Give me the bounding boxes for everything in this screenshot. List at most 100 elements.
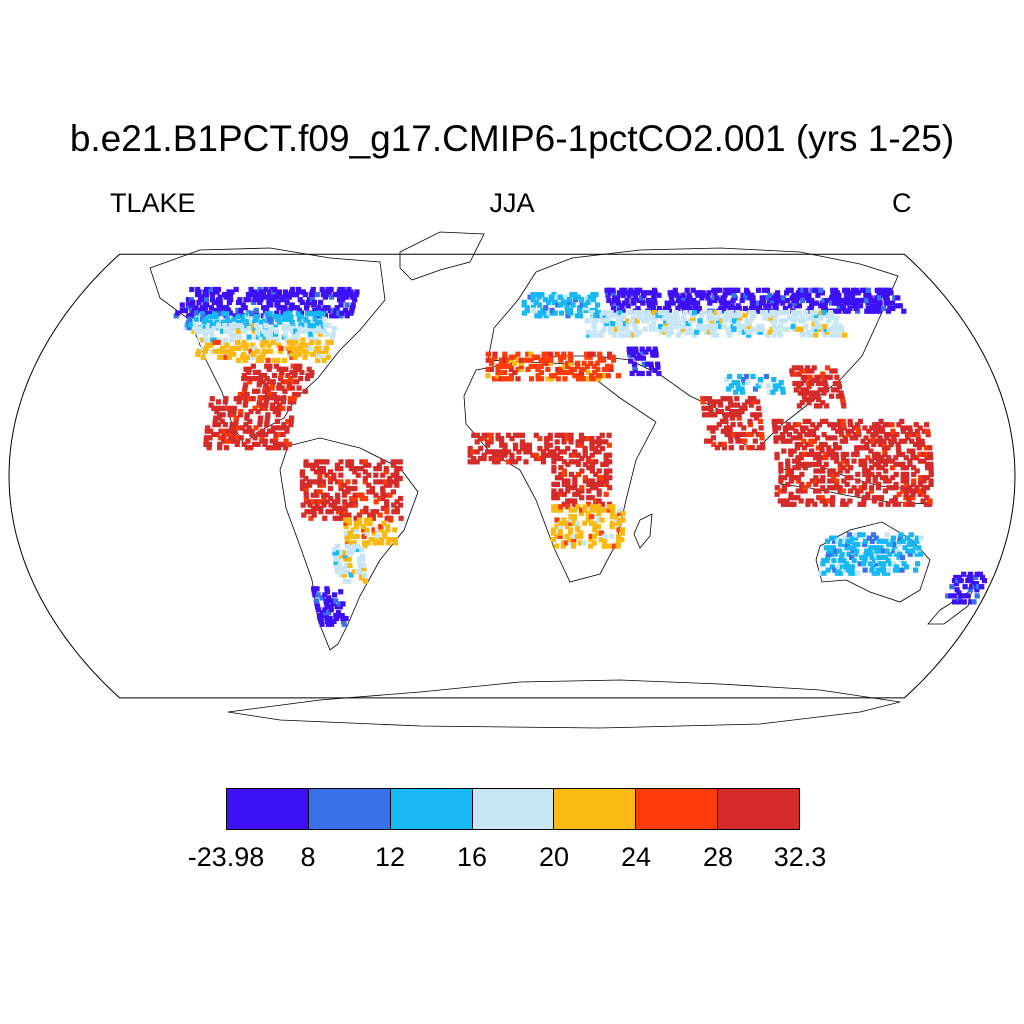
lake-cell <box>579 485 585 491</box>
lake-cell <box>793 303 799 309</box>
lake-cell <box>592 439 598 445</box>
lake-cell <box>851 485 857 491</box>
lake-cell <box>258 319 264 325</box>
lake-cell <box>866 551 872 557</box>
lake-cell <box>727 305 733 312</box>
lake-cell <box>735 402 741 408</box>
lake-cell <box>368 537 374 543</box>
lake-cell <box>728 318 734 324</box>
lake-cell <box>899 558 905 564</box>
lake-cell <box>530 299 536 305</box>
lake-cell <box>791 448 797 454</box>
lake-cell <box>337 297 343 303</box>
lake-cell <box>562 369 568 376</box>
region-mexico-central-america <box>203 396 297 451</box>
lake-cell <box>653 349 659 355</box>
lake-cell <box>335 610 341 616</box>
lake-cell <box>259 405 265 411</box>
lake-cell <box>285 345 291 351</box>
lake-cell <box>347 530 353 536</box>
lake-cell <box>774 455 780 461</box>
lake-cell <box>891 435 897 441</box>
lake-cell <box>578 439 585 445</box>
lake-cell <box>541 360 547 366</box>
lake-cell <box>551 465 557 471</box>
lake-cell <box>348 462 354 468</box>
lake-cell <box>924 455 930 461</box>
lake-cell <box>223 354 229 360</box>
lake-cell <box>841 558 847 564</box>
lake-cell <box>284 316 290 322</box>
lake-cell <box>602 312 608 318</box>
lake-cell <box>210 313 216 320</box>
lake-cell <box>331 475 337 482</box>
lake-cell <box>603 321 609 327</box>
lake-cell <box>705 412 711 418</box>
lake-cell <box>824 558 830 564</box>
lake-cell <box>263 323 269 329</box>
lake-cell <box>882 422 888 428</box>
lake-cell <box>785 297 791 304</box>
lake-cell <box>867 548 873 554</box>
lake-cell <box>918 481 924 487</box>
lake-cell <box>751 428 758 434</box>
lake-cell <box>958 578 964 584</box>
lake-cell <box>492 455 498 462</box>
lake-cell <box>234 323 241 329</box>
lake-cell <box>567 351 573 357</box>
lake-cell <box>309 339 315 345</box>
lake-cell <box>890 538 896 544</box>
lake-cell <box>495 459 501 465</box>
lake-cell <box>870 308 876 314</box>
lake-cell <box>266 366 272 372</box>
lake-cell <box>910 448 916 454</box>
lake-cell <box>794 441 800 448</box>
lake-cell <box>336 515 342 521</box>
lake-cell <box>813 425 819 431</box>
lake-cell <box>589 310 595 316</box>
lake-cell <box>866 428 872 434</box>
lake-cell <box>582 475 588 481</box>
lake-cell <box>550 527 556 533</box>
lake-cell <box>731 431 737 438</box>
lake-cell <box>904 465 910 471</box>
lake-cell <box>309 369 315 375</box>
lake-cell <box>584 354 590 360</box>
lake-cell <box>648 364 654 370</box>
lake-cell <box>596 468 602 474</box>
lake-cell <box>278 345 284 351</box>
lake-cell <box>203 310 209 316</box>
lake-cell <box>263 402 269 408</box>
lake-cell <box>636 329 642 335</box>
lake-cell <box>608 366 614 372</box>
lake-cell <box>228 405 234 411</box>
lake-cell <box>800 287 806 293</box>
lake-cell <box>325 354 331 360</box>
lake-cell <box>531 307 537 313</box>
lake-cell <box>291 305 297 311</box>
lake-cell <box>330 598 336 604</box>
lake-cell <box>579 495 585 501</box>
lake-cell <box>598 329 604 335</box>
lake-cell <box>235 307 241 313</box>
lake-cell <box>886 478 892 484</box>
lake-cell <box>868 545 874 551</box>
lake-cell <box>275 412 281 418</box>
lake-cell <box>812 310 818 316</box>
lake-cell <box>398 502 404 508</box>
lake-cell <box>603 491 609 497</box>
lake-cell <box>269 331 276 337</box>
lake-cell <box>246 425 252 431</box>
lake-cell <box>554 446 560 452</box>
lake-cell <box>916 438 922 444</box>
lake-cell <box>784 438 790 444</box>
lake-cell <box>305 328 311 334</box>
lake-cell <box>591 321 597 327</box>
lake-cell <box>284 425 290 431</box>
lake-cell <box>851 425 858 431</box>
lake-cell <box>758 380 764 386</box>
lake-cell <box>209 331 215 337</box>
lake-cell <box>595 376 602 382</box>
lake-cell <box>916 441 922 448</box>
lake-cell <box>179 302 185 308</box>
